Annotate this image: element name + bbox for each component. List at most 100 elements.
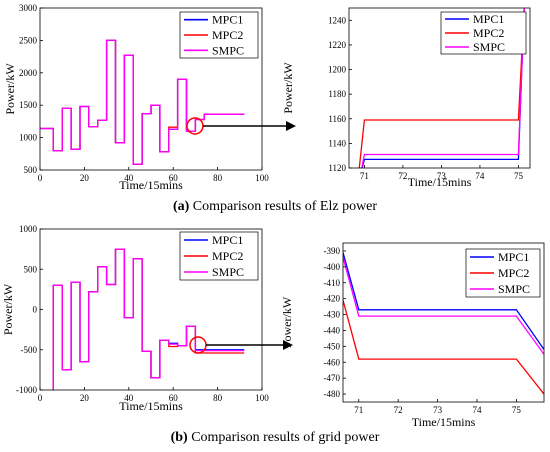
grid-zoom-callout [189,336,293,354]
grid-zoom-ytick-label: -460 [324,357,341,367]
grid-zoom-chart: 71 72 73 74 75 -480 -470 -460 -450 -440 -430 -420 -4… [280,242,545,429]
elz-zoom-ytick-label: 1200 [328,65,347,75]
grid-main-chart: 0 20 40 60 80 100 -1000 -500 0 500 1000 Time/15mins… [1,224,269,413]
elz-zoom-ytick-label: 1120 [328,163,346,173]
grid-main-ytick-label: 1000 [19,224,38,234]
grid-zoom-callout-arrow-head [283,340,293,350]
grid-main-ytick-label: -1000 [16,385,37,395]
grid-zoom-legend-label-mpc2: MPC2 [498,266,529,280]
caption-b-text: Comparison results of grid power [191,430,380,445]
elz-main-ytick-label: 2500 [19,35,38,45]
grid-zoom-ytick-label: -410 [324,278,341,288]
caption-b-label: (b) [170,430,188,445]
elz-main-ytick-label: 2000 [19,68,38,78]
elz-zoom-ytick-label: 1240 [328,15,347,25]
elz-main-xtick-label: 80 [213,173,223,183]
elz-main-ytick-label: 500 [24,165,38,175]
grid-zoom-ytick-label: -390 [324,246,341,256]
elz-main-xtick-label: 0 [38,173,43,183]
elz-zoom-legend-label-mpc2: MPC2 [473,26,504,40]
grid-main-ylabel: Power/kW [1,283,15,335]
grid-zoom-ytick-label: -450 [324,341,341,351]
elz-zoom-callout [186,117,296,135]
grid-main-xtick-label: 60 [169,393,179,403]
caption-a: (a) Comparison results of Elz power [0,199,550,215]
grid-zoom-xtick-label: 71 [354,405,363,415]
elz-zoom-legend-label-mpc1: MPC1 [473,12,504,26]
grid-main-xtick-label: 0 [38,393,43,403]
grid-zoom-series-mpc2 [343,300,544,395]
grid-zoom-series-smpc [343,257,544,355]
grid-zoom-ytick-label: -480 [324,389,341,399]
grid-zoom-ytick-label: -420 [324,294,341,304]
caption-a-text: Comparison results of Elz power [192,199,378,214]
elz-main-ytick-label: 3000 [19,3,38,13]
grid-main-xlabel: Time/15mins [119,399,183,413]
elz-main-ytick-label: 1500 [19,100,38,110]
grid-zoom-legend-label-smpc: SMPC [498,282,530,296]
grid-zoom-ytick-label: -440 [324,325,341,335]
elz-zoom-xtick-label: 72 [398,171,407,181]
elz-main-chart: 0 20 40 60 80 100 500 1000 1500 2000 2500 3000 Time/… [3,3,269,192]
elz-main-legend-label-mpc2: MPC2 [212,28,243,42]
grid-zoom-axes [342,242,545,403]
elz-zoom-ytick-label: 1140 [328,138,346,148]
elz-zoom-xtick-label: 71 [360,171,369,181]
grid-zoom-ytick-label: -470 [324,373,341,383]
elz-zoom-legend-label-smpc: SMPC [473,40,505,54]
grid-main-legend: MPC1 MPC2 SMPC [179,231,259,281]
grid-main-legend-label-mpc2: MPC2 [212,249,243,263]
elz-main-series-smpc [40,39,245,165]
elz-zoom-ytick-label: 1220 [328,40,347,50]
elz-zoom-callout-arrow-head [286,121,296,131]
elz-zoom-axes [348,7,531,169]
elz-main-xtick-label: 100 [255,173,269,183]
elz-zoom-series-mpc2 [358,8,525,168]
grid-zoom-xtick-label: 72 [394,405,403,415]
elz-zoom-plot-area [358,8,525,168]
grid-zoom-legend: MPC1 MPC2 SMPC [465,248,541,298]
grid-zoom-legend-label-mpc1: MPC1 [498,250,529,264]
elz-main-xtick-label: 60 [169,173,179,183]
elz-zoom-series-smpc [361,8,525,168]
elz-zoom-xtick-label: 74 [475,171,485,181]
grid-main-ytick-label: -500 [21,345,38,355]
elz-zoom-xtick-label: 75 [514,171,524,181]
elz-main-xtick-label: 20 [80,173,90,183]
grid-main-legend-label-smpc: SMPC [212,265,244,279]
elz-zoom-chart: 71 72 73 74 75 1120 1140 1160 1180 1200 1220 1240 Ti… [281,7,531,189]
elz-zoom-xlabel: Time/15mins [408,175,472,189]
grid-main-xtick-label: 80 [213,393,223,403]
grid-zoom-xtick-label: 74 [473,405,483,415]
grid-main-ytick-label: 500 [24,264,38,274]
grid-zoom-ytick-label: -430 [324,310,341,320]
grid-zoom-xtick-label: 75 [512,405,522,415]
elz-main-xlabel: Time/15mins [119,178,183,192]
elz-zoom-ytick-label: 1160 [328,114,346,124]
elz-main-legend-label-mpc1: MPC1 [212,13,243,27]
grid-main-series-smpc [52,248,245,390]
caption-b: (b) Comparison results of grid power [0,430,550,446]
grid-main-xtick-label: 20 [80,393,90,403]
elz-main-legend-label-smpc: SMPC [212,43,244,57]
grid-zoom-xlabel: Time/15mins [412,415,476,429]
grid-zoom-ylabel: Power/kW [280,296,294,348]
grid-zoom-xtick-label: 73 [433,405,443,415]
elz-main-plot-area [40,39,245,165]
grid-main-xtick-label: 40 [124,393,134,403]
grid-zoom-ytick-label: -400 [324,262,341,272]
grid-main-ytick-label: 0 [33,305,38,315]
elz-zoom-xtick-label: 73 [437,171,447,181]
grid-main-xtick-label: 100 [255,393,269,403]
elz-main-ylabel: Power/kW [3,63,17,115]
grid-zoom-series-mpc1 [343,252,544,350]
caption-a-label: (a) [172,199,190,214]
elz-zoom-ytick-label: 1180 [328,89,346,99]
grid-main-legend-label-mpc1: MPC1 [212,233,243,247]
elz-main-xtick-label: 40 [124,173,134,183]
elz-main-ytick-label: 1000 [19,133,38,143]
elz-zoom-ylabel: Power/kW [281,62,295,114]
grid-zoom-plot-area [343,252,544,395]
